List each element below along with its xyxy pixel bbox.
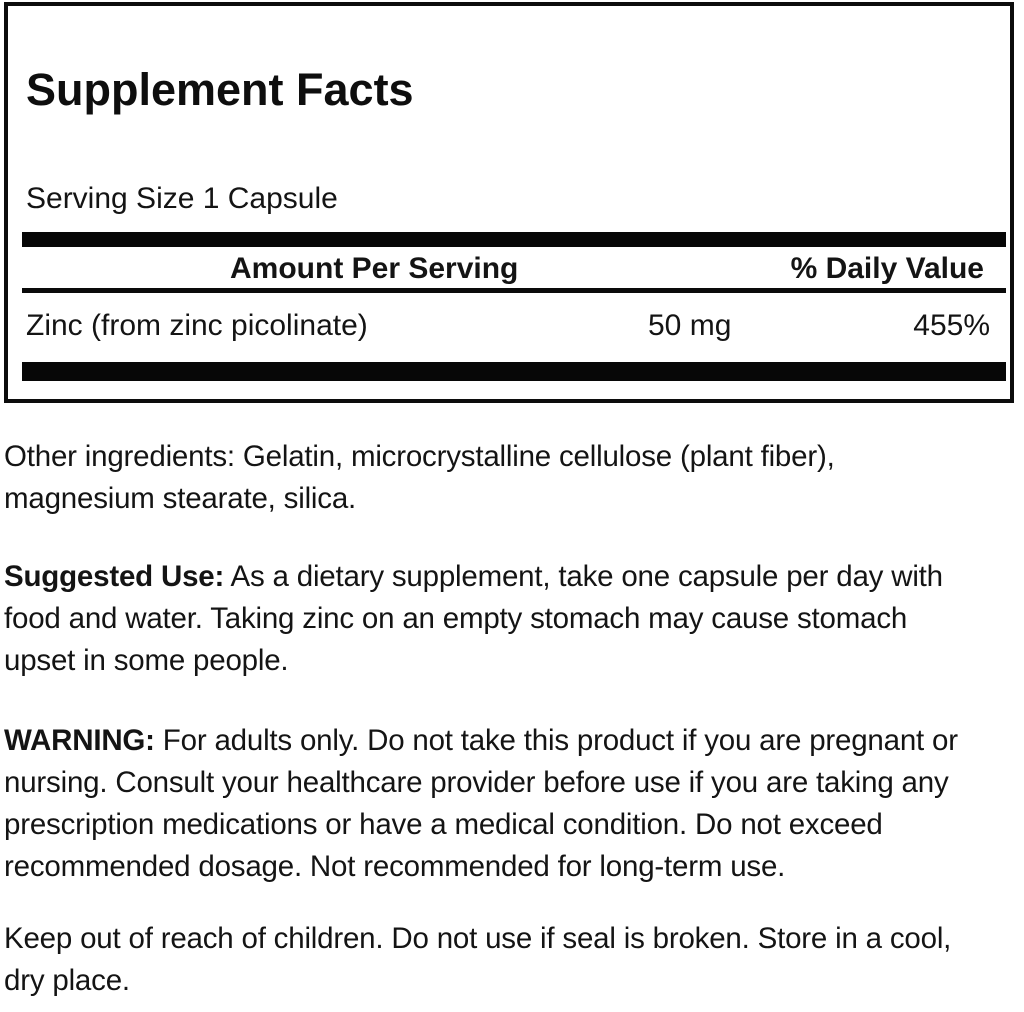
warning-paragraph: WARNING: For adults only. Do not take th… xyxy=(4,720,1020,888)
nutrient-amount: 50 mg xyxy=(648,309,732,342)
thick-rule-bottom xyxy=(22,362,1006,381)
suggested-use-paragraph: Suggested Use: As a dietary supplement, … xyxy=(4,556,1020,682)
table-header-row: Amount Per Serving % Daily Value xyxy=(8,252,1010,290)
other-ingredients-text: Other ingredients: Gelatin, microcrystal… xyxy=(4,440,835,515)
supplement-facts-panel: Supplement Facts Serving Size 1 Capsule … xyxy=(4,2,1014,403)
other-ingredients-paragraph: Other ingredients: Gelatin, microcrystal… xyxy=(4,436,1020,520)
storage-text: Keep out of reach of children. Do not us… xyxy=(4,922,952,997)
storage-paragraph: Keep out of reach of children. Do not us… xyxy=(4,918,1020,1002)
amount-per-serving-header: Amount Per Serving xyxy=(230,252,519,285)
nutrient-daily-value: 455% xyxy=(913,309,990,342)
suggested-use-text: As a dietary supplement, take one capsul… xyxy=(4,560,943,677)
thick-rule-top xyxy=(22,232,1006,247)
thin-rule-divider xyxy=(22,288,1006,293)
daily-value-header: % Daily Value xyxy=(790,252,984,285)
suggested-use-label: Suggested Use: xyxy=(4,560,225,593)
nutrient-name: Zinc (from zinc picolinate) xyxy=(26,309,368,342)
panel-title: Supplement Facts xyxy=(26,64,414,115)
nutrient-row: Zinc (from zinc picolinate) 50 mg 455% xyxy=(8,309,1010,349)
warning-label: WARNING: xyxy=(4,724,155,757)
serving-size-text: Serving Size 1 Capsule xyxy=(26,182,338,215)
warning-text: For adults only. Do not take this produc… xyxy=(4,724,958,883)
